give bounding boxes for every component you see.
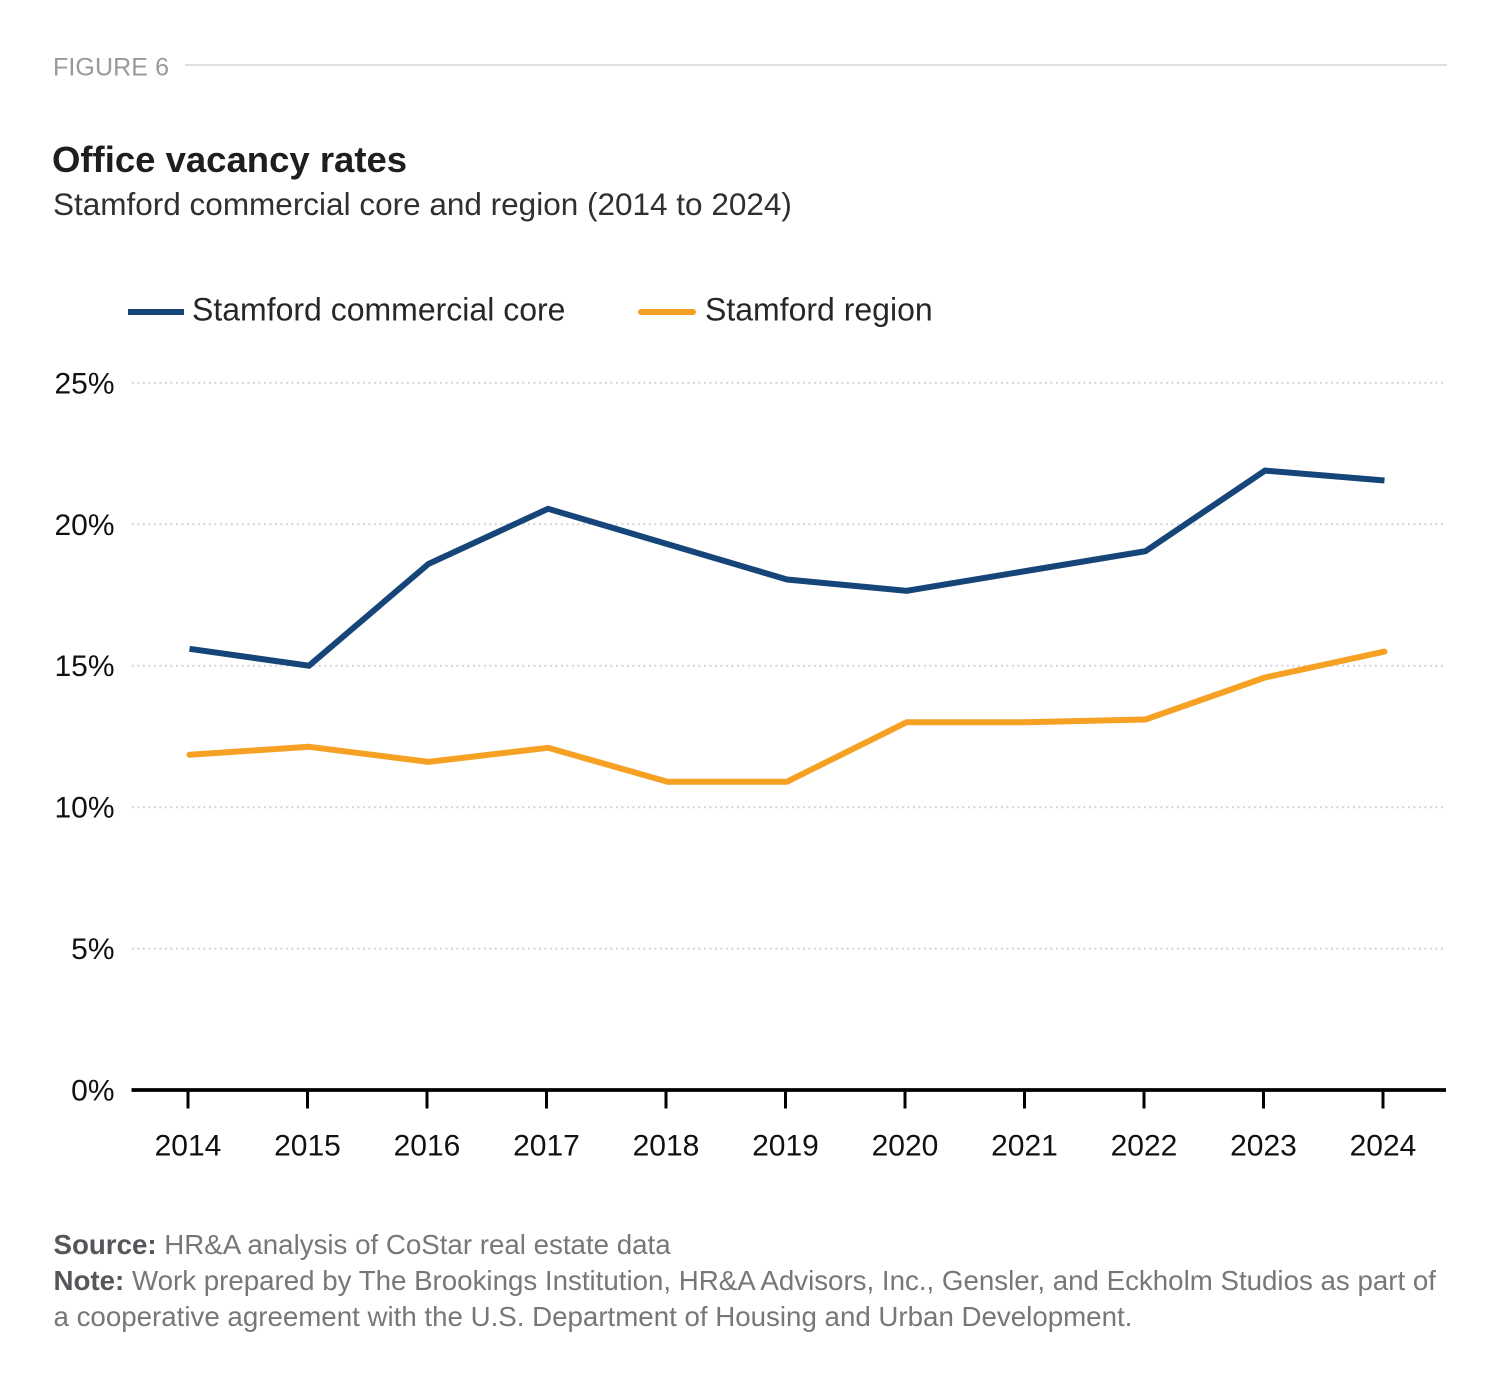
svg-text:2021: 2021	[991, 1130, 1058, 1163]
svg-text:Stamford commercial core and r: Stamford commercial core and region (201…	[53, 186, 792, 222]
svg-text:2017: 2017	[513, 1130, 580, 1163]
svg-text:FIGURE 6: FIGURE 6	[53, 54, 169, 82]
svg-text:Stamford commercial core: Stamford commercial core	[192, 292, 565, 328]
svg-text:2016: 2016	[394, 1130, 461, 1163]
svg-text:15%: 15%	[54, 650, 114, 683]
svg-text:2020: 2020	[872, 1130, 939, 1163]
svg-text:Stamford region: Stamford region	[705, 292, 933, 328]
svg-text:a cooperative agreement with t: a cooperative agreement with the U.S. De…	[54, 1301, 1133, 1332]
svg-text:2024: 2024	[1350, 1130, 1417, 1163]
svg-text:2015: 2015	[274, 1130, 341, 1163]
svg-text:5%: 5%	[71, 933, 114, 966]
svg-text:0%: 0%	[71, 1075, 114, 1108]
svg-text:2014: 2014	[155, 1130, 222, 1163]
svg-text:2022: 2022	[1111, 1130, 1178, 1163]
svg-text:Note: Work prepared by The Bro: Note: Work prepared by The Brookings Ins…	[54, 1265, 1437, 1296]
svg-text:2023: 2023	[1230, 1130, 1297, 1163]
svg-text:10%: 10%	[54, 792, 114, 825]
svg-text:2018: 2018	[633, 1130, 700, 1163]
svg-text:25%: 25%	[54, 367, 114, 400]
svg-text:Office vacancy rates: Office vacancy rates	[52, 139, 407, 180]
svg-text:Source: HR&A analysis of CoSta: Source: HR&A analysis of CoStar real est…	[54, 1229, 672, 1260]
svg-text:20%: 20%	[54, 509, 114, 542]
svg-text:2019: 2019	[752, 1130, 819, 1163]
